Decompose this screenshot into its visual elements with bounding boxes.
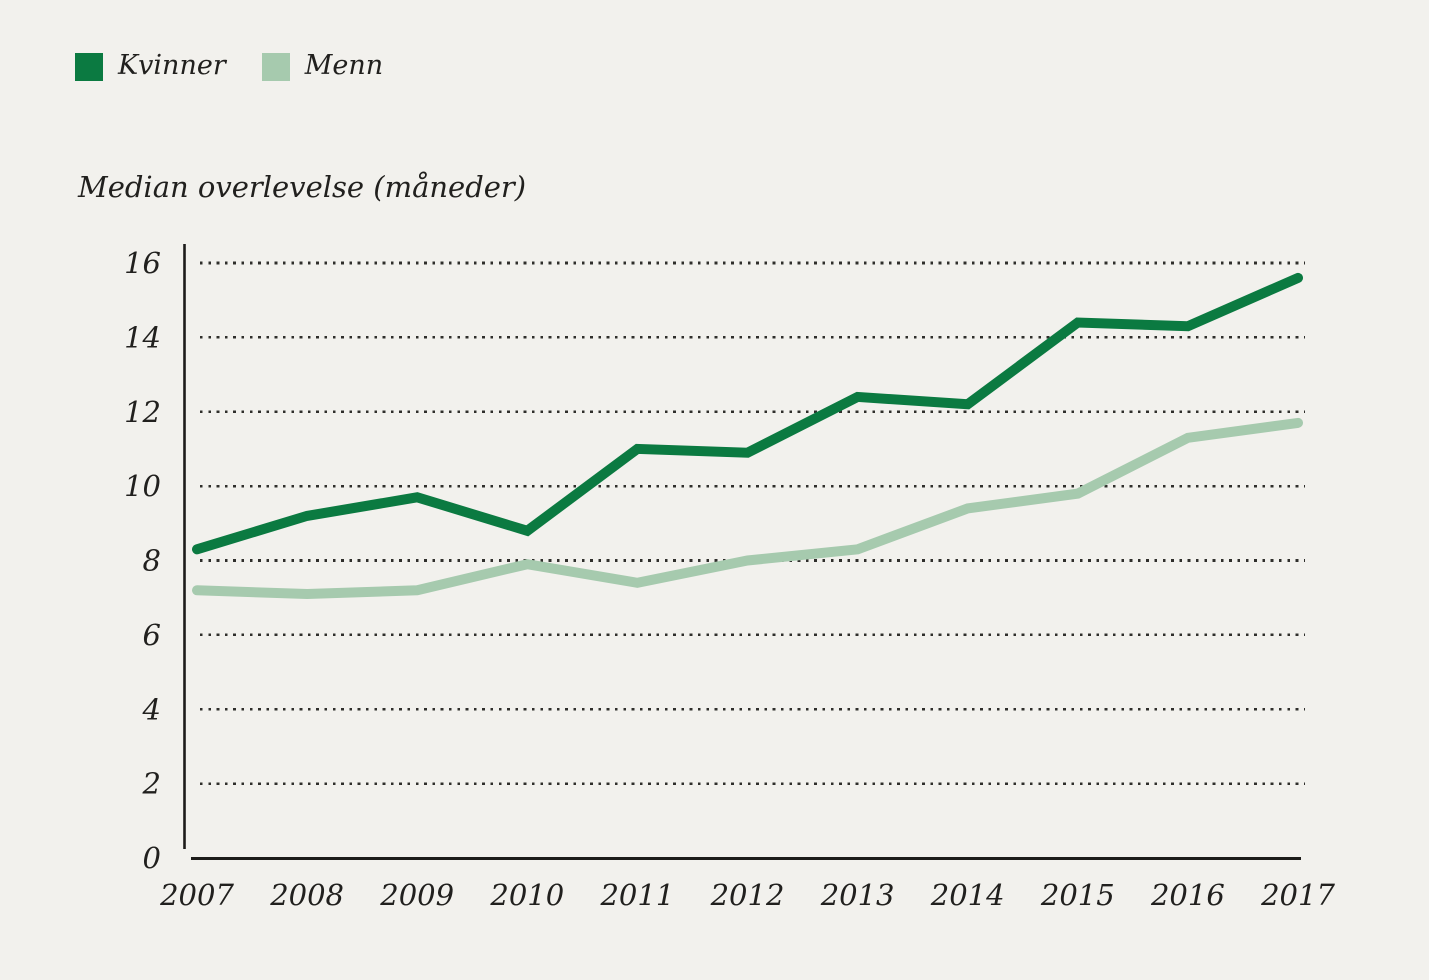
x-tick-label-2016: 2016 xyxy=(1150,878,1225,912)
y-tick-label-8: 8 xyxy=(143,544,161,578)
legend-swatch-menn-icon xyxy=(261,52,290,81)
legend-item-menn: Menn xyxy=(261,50,384,81)
x-tick-label-2014: 2014 xyxy=(930,878,1005,912)
chart-title: Median overlevelse (måneder) xyxy=(78,170,527,204)
x-tick-label-2012: 2012 xyxy=(710,878,785,912)
y-tick-label-16: 16 xyxy=(124,246,161,280)
legend-swatch-kvinner-icon xyxy=(75,52,103,81)
y-tick-label-0: 0 xyxy=(143,841,161,875)
x-tick-label-2007: 2007 xyxy=(159,878,234,912)
y-tick-label-6: 6 xyxy=(143,618,161,652)
x-tick-label-2009: 2009 xyxy=(379,878,454,912)
legend-item-kvinner: Kvinner xyxy=(75,52,226,81)
legend-label-menn: Menn xyxy=(304,50,384,81)
y-tick-label-10: 10 xyxy=(124,469,161,503)
x-tick-label-2017: 2017 xyxy=(1260,878,1335,912)
x-tick-label-2011: 2011 xyxy=(599,878,674,912)
y-tick-label-14: 14 xyxy=(124,320,161,354)
series-line-menn xyxy=(192,417,1303,600)
y-tick-label-4: 4 xyxy=(142,692,161,726)
x-tick-label-2008: 2008 xyxy=(269,878,344,912)
chart-legend: Kvinner Menn xyxy=(75,52,383,81)
x-tick-label-2015: 2015 xyxy=(1040,878,1115,912)
legend-label-kvinner: Kvinner xyxy=(118,50,226,81)
series-line-kvinner xyxy=(192,272,1303,555)
x-tick-label-2010: 2010 xyxy=(489,878,564,912)
x-tick-label-2013: 2013 xyxy=(820,878,895,912)
y-tick-label-2: 2 xyxy=(142,767,161,801)
y-tick-label-12: 12 xyxy=(124,395,161,429)
